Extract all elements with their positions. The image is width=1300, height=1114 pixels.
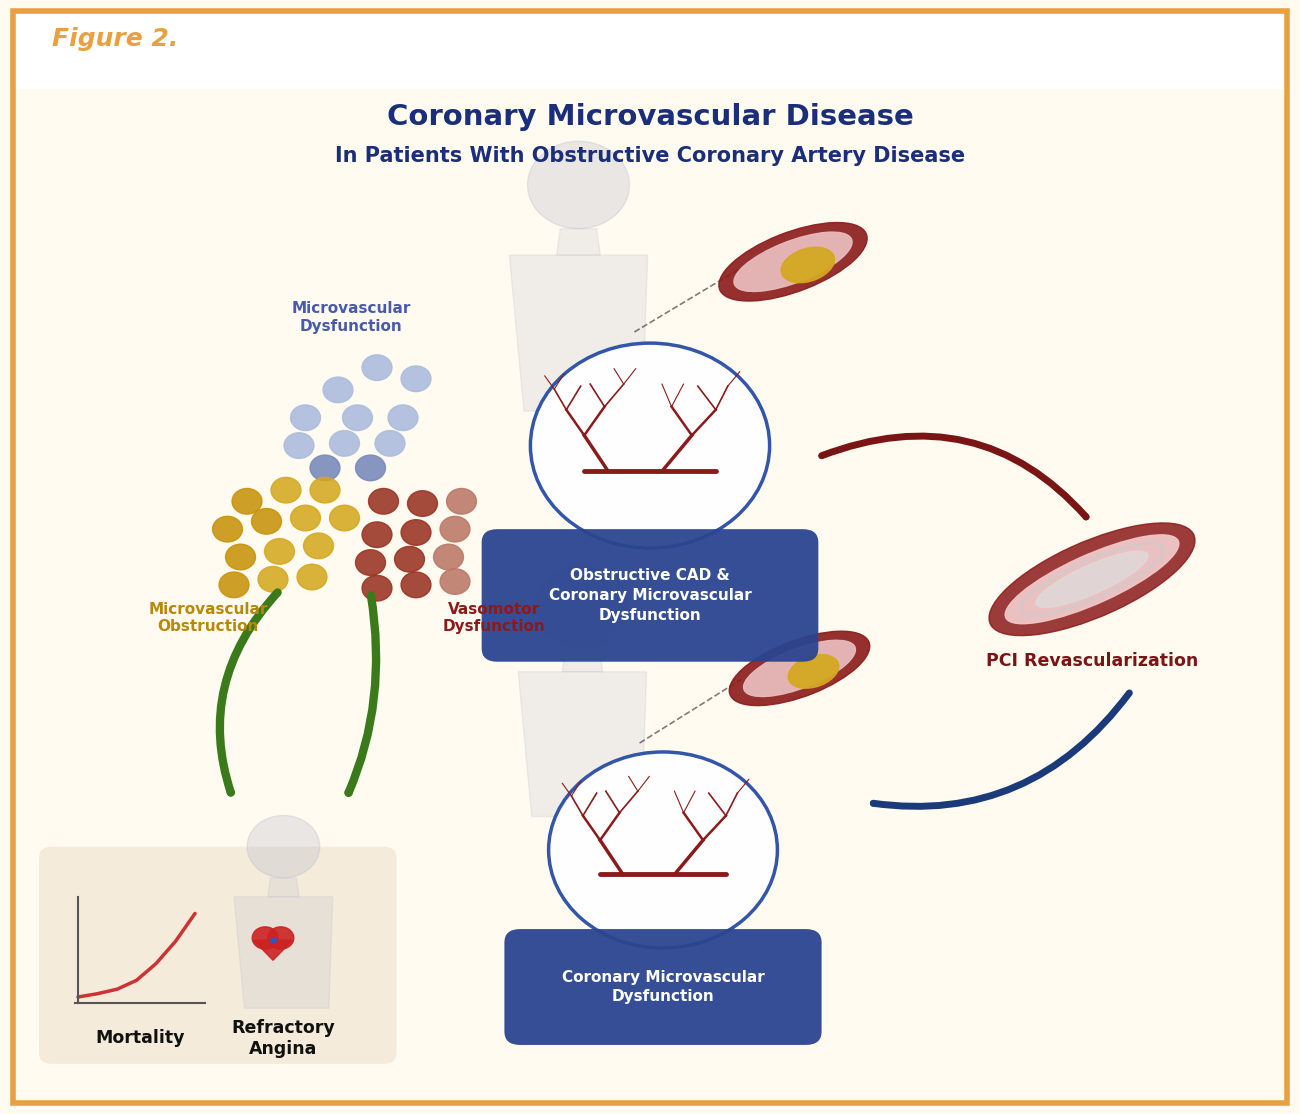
Circle shape: [400, 365, 432, 392]
Polygon shape: [519, 672, 646, 817]
Bar: [13, 11, 1287, 89]
Ellipse shape: [781, 247, 835, 283]
Circle shape: [387, 405, 419, 431]
Circle shape: [439, 517, 469, 543]
FancyArrowPatch shape: [348, 595, 376, 793]
Circle shape: [218, 573, 250, 597]
Ellipse shape: [734, 232, 852, 292]
Circle shape: [343, 405, 373, 431]
Text: Obstructive CAD &
Coronary Microvascular
Dysfunction: Obstructive CAD & Coronary Microvascular…: [549, 568, 751, 623]
Polygon shape: [556, 228, 601, 255]
Polygon shape: [254, 940, 292, 960]
Circle shape: [330, 506, 359, 531]
Ellipse shape: [744, 641, 855, 696]
Circle shape: [400, 573, 432, 597]
Circle shape: [226, 545, 255, 570]
Text: Refractory
Angina: Refractory Angina: [231, 1019, 335, 1057]
Circle shape: [296, 564, 328, 590]
Circle shape: [549, 752, 777, 948]
Circle shape: [311, 477, 341, 504]
Circle shape: [252, 508, 281, 535]
Circle shape: [330, 431, 359, 457]
Circle shape: [252, 927, 278, 949]
Circle shape: [247, 815, 320, 878]
Circle shape: [212, 517, 242, 543]
Circle shape: [272, 477, 302, 504]
Circle shape: [356, 455, 386, 481]
Circle shape: [376, 431, 406, 457]
Circle shape: [361, 354, 393, 381]
Circle shape: [408, 491, 437, 517]
Text: Coronary Microvascular Disease: Coronary Microvascular Disease: [386, 102, 914, 131]
Circle shape: [536, 566, 629, 647]
Circle shape: [369, 488, 399, 515]
FancyBboxPatch shape: [504, 929, 822, 1045]
Ellipse shape: [729, 632, 870, 705]
Circle shape: [268, 927, 294, 949]
Circle shape: [356, 550, 386, 576]
Text: Microvascular
Dysfunction: Microvascular Dysfunction: [291, 301, 411, 334]
Circle shape: [311, 455, 341, 481]
Ellipse shape: [989, 522, 1195, 636]
Text: Microvascular
Obstruction: Microvascular Obstruction: [148, 602, 268, 635]
Polygon shape: [510, 255, 647, 411]
Circle shape: [322, 377, 352, 403]
Text: Coronary Microvascular
Dysfunction: Coronary Microvascular Dysfunction: [562, 969, 764, 1005]
FancyArrowPatch shape: [220, 593, 278, 792]
Circle shape: [233, 488, 261, 515]
Ellipse shape: [1005, 535, 1179, 624]
Circle shape: [530, 343, 770, 548]
Text: Figure 2.: Figure 2.: [52, 27, 178, 51]
Text: Vasomotor
Dysfunction: Vasomotor Dysfunction: [442, 602, 546, 635]
Ellipse shape: [1036, 551, 1148, 607]
Text: In Patients With Obstructive Coronary Artery Disease: In Patients With Obstructive Coronary Ar…: [335, 146, 965, 166]
Circle shape: [361, 576, 393, 602]
Circle shape: [528, 141, 629, 228]
FancyBboxPatch shape: [481, 529, 819, 662]
Circle shape: [291, 506, 321, 531]
FancyArrowPatch shape: [822, 436, 1086, 517]
Circle shape: [291, 405, 321, 431]
Polygon shape: [268, 878, 299, 897]
Text: Mortality: Mortality: [96, 1029, 185, 1047]
Circle shape: [265, 539, 295, 565]
Polygon shape: [562, 647, 603, 672]
Polygon shape: [234, 897, 333, 1008]
Ellipse shape: [788, 655, 838, 688]
Circle shape: [447, 488, 476, 515]
Circle shape: [400, 519, 432, 546]
Circle shape: [439, 568, 469, 595]
Circle shape: [257, 566, 289, 593]
FancyBboxPatch shape: [39, 847, 397, 1064]
Circle shape: [304, 532, 333, 559]
Circle shape: [395, 547, 424, 573]
Circle shape: [283, 432, 315, 459]
FancyArrowPatch shape: [874, 693, 1130, 807]
Circle shape: [361, 521, 393, 548]
Text: PCI Revascularization: PCI Revascularization: [985, 652, 1199, 670]
Circle shape: [434, 545, 464, 570]
Ellipse shape: [719, 223, 867, 301]
